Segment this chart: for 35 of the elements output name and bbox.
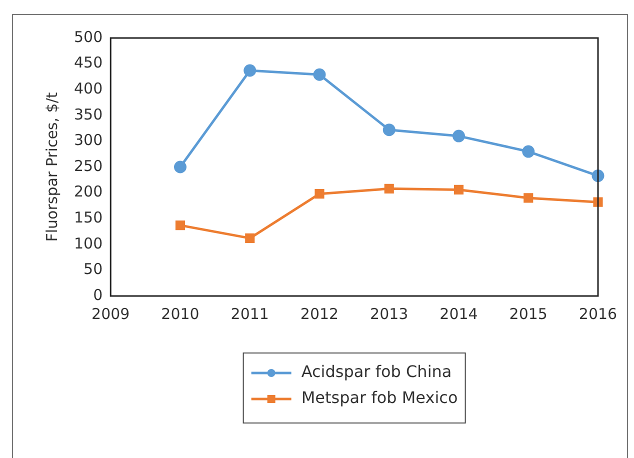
point (452, 130, 465, 142)
y-tick-label: 300 (74, 131, 103, 150)
y-tick-label: 200 (74, 182, 103, 201)
y-tick-label: 500 (74, 28, 103, 46)
x-tick-label: 2011 (230, 304, 269, 323)
y-tick-label: 400 (74, 79, 103, 98)
point (313, 68, 326, 81)
point (245, 233, 255, 243)
point (593, 197, 603, 207)
point (314, 189, 324, 199)
x-tick-label: 2015 (509, 304, 548, 323)
x-tick-label: 2016 (578, 304, 618, 323)
point (382, 124, 396, 136)
y-tick-label: 50 (84, 260, 103, 278)
y-tick-label: 250 (74, 156, 103, 175)
legend-label: Acidspar fob China (301, 362, 452, 382)
x-tick-label: 2014 (440, 304, 478, 323)
y-tick-label: 450 (74, 54, 103, 72)
legend-label: Metspar fob Mexico (301, 388, 458, 408)
y-tick-label: 100 (74, 234, 103, 252)
point (454, 184, 464, 194)
point (522, 145, 535, 158)
point (175, 220, 186, 230)
x-tick-label: 2010 (161, 304, 200, 323)
x-tick-label: 2013 (370, 304, 408, 323)
point (174, 160, 187, 174)
point (384, 184, 394, 194)
point (244, 64, 256, 77)
x-tick-label: 2009 (92, 304, 130, 323)
point (524, 193, 534, 203)
y-axis-title: Fluorspar Prices, $/t (42, 92, 61, 242)
y-tick-label: 350 (74, 105, 103, 124)
y-tick-label: 0 (93, 286, 103, 304)
x-tick-label: 2012 (300, 304, 339, 323)
y-tick-label: 150 (74, 208, 103, 226)
